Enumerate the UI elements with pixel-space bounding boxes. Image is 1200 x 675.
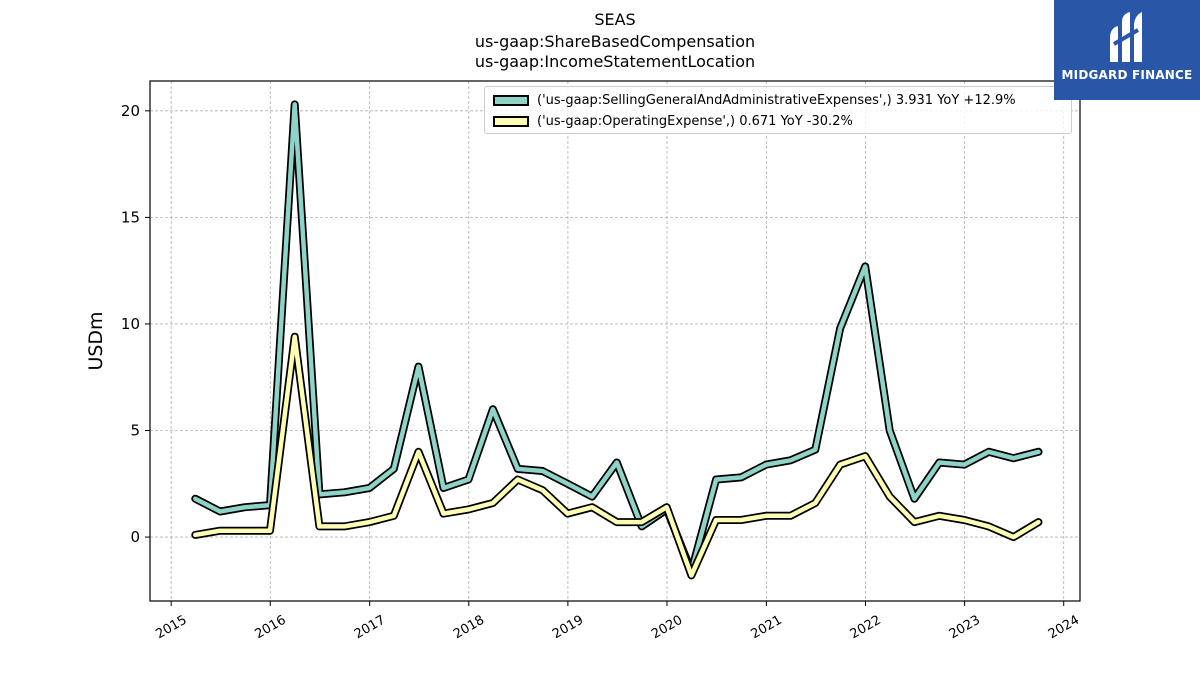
y-tick-label: 0 [130,528,140,546]
x-tick-label: 2021 [749,613,785,643]
series-line-0 [193,102,1041,574]
legend-label-opex: ('us-gaap:OperatingExpense',) 0.671 YoY … [537,113,853,129]
chart-title-line3: us-gaap:IncomeStatementLocation [474,52,756,71]
chart-title-line1: SEAS [594,10,636,29]
y-tick-label: 5 [130,422,140,440]
x-tick-label: 2018 [451,613,487,643]
legend-swatch-opex [493,115,529,127]
y-tick-label: 20 [121,102,140,120]
legend-swatch-sga [493,94,529,106]
x-tick-label: 2024 [1046,613,1082,643]
x-tick-label: 2017 [352,613,388,643]
x-tick-label: 2022 [848,613,884,643]
midgard-logo: MIDGARD FINANCE [1054,0,1200,100]
x-tick-label: 2015 [153,613,189,643]
midgard-logo-icon [1110,12,1142,62]
series-outline-0 [191,100,1043,576]
y-tick-label: 10 [121,315,140,333]
legend: ('us-gaap:SellingGeneralAndAdministrativ… [484,86,1072,134]
axis-ticks: 0 5 10 15 20 2015 2016 2017 2018 2019 2020 2021 2022… [121,102,1082,642]
legend-label-sga: ('us-gaap:SellingGeneralAndAdministrativ… [537,92,1016,108]
y-axis-label: USDm [85,311,107,370]
x-tick-label: 2023 [947,613,983,643]
x-tick-label: 2016 [252,613,288,643]
x-tick-label: 2020 [649,613,685,643]
y-tick-label: 15 [121,208,140,226]
legend-item-sga: ('us-gaap:SellingGeneralAndAdministrativ… [493,90,1016,110]
series-layer [191,100,1043,580]
x-tick-label: 2019 [550,613,586,643]
series-line-1 [193,334,1041,578]
logo-text: MIDGARD FINANCE [1061,68,1193,82]
chart-title-line2: us-gaap:ShareBasedCompensation [474,32,756,51]
series-outline-1 [191,332,1043,580]
plot-frame [149,80,1081,602]
legend-item-opex: ('us-gaap:OperatingExpense',) 0.671 YoY … [493,111,853,131]
